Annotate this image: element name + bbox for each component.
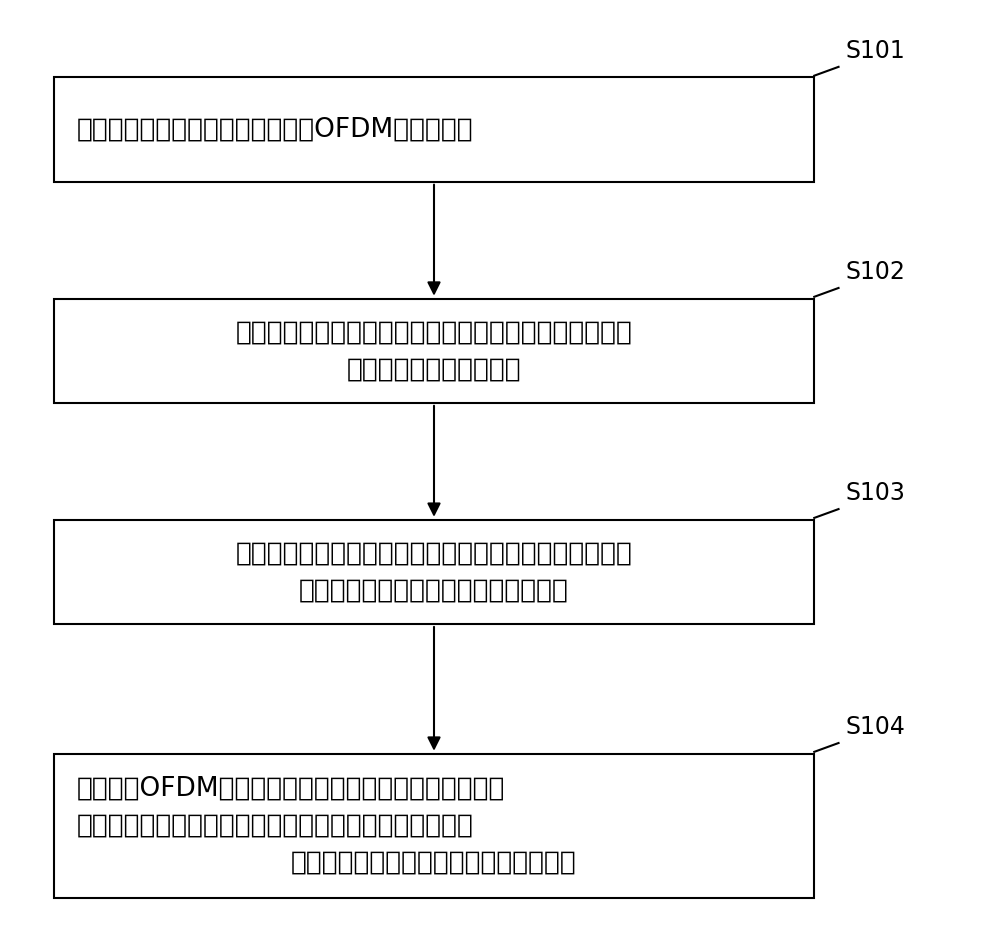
Text: 应的时间偏移和频率偏移: 应的时间偏移和频率偏移 <box>347 357 521 383</box>
Text: 次进行解调处理，以在每次所述解调处理后得到相应的所: 次进行解调处理，以在每次所述解调处理后得到相应的所 <box>76 813 473 839</box>
Text: 根据各所述子信道的参考信号，为所述子信道分别确定对: 根据各所述子信道的参考信号，为所述子信道分别确定对 <box>236 319 632 345</box>
Text: 述子信道组包括的所述子信道传输的数据: 述子信道组包括的所述子信道传输的数据 <box>291 850 577 876</box>
Text: 基于所述OFDM信号，按照预定的顺序对所述子信道组依: 基于所述OFDM信号，按照预定的顺序对所述子信道组依 <box>76 776 505 802</box>
Text: 将全部所述子信道划分为至少两个子信道组；其中，每个: 将全部所述子信道划分为至少两个子信道组；其中，每个 <box>236 540 632 566</box>
Text: S104: S104 <box>846 715 906 739</box>
Text: S101: S101 <box>846 39 906 63</box>
Text: 接收基于一定数量的子信道传输的OFDM信号并缓存: 接收基于一定数量的子信道传输的OFDM信号并缓存 <box>76 116 473 142</box>
Text: 所述子信道组包括至少一个所述子信道: 所述子信道组包括至少一个所述子信道 <box>299 577 569 603</box>
Bar <box>54 519 814 624</box>
Bar <box>54 753 814 897</box>
Text: S103: S103 <box>846 481 906 506</box>
Bar <box>54 299 814 403</box>
Bar <box>54 77 814 182</box>
Text: S102: S102 <box>846 260 906 284</box>
